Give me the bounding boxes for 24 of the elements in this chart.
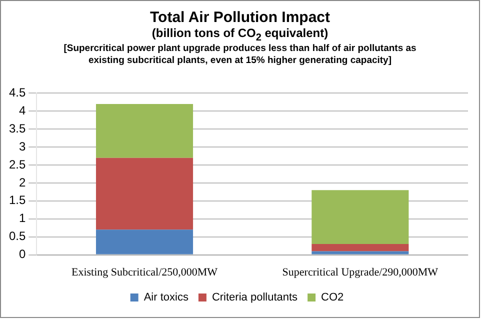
y-tick-label: 1.5 xyxy=(8,193,26,208)
bar xyxy=(312,251,409,254)
y-tick-label: 3.5 xyxy=(8,121,26,136)
legend-label: Criteria pollutants xyxy=(212,292,298,304)
x-tick-label: Supercritical Upgrade/290,000MW xyxy=(282,266,439,278)
y-tick-label: 4 xyxy=(18,103,26,118)
legend-label: Air toxics xyxy=(144,292,189,304)
chart-title: Total Air Pollution Impact xyxy=(149,9,331,26)
y-tick-label: 2.5 xyxy=(8,157,26,172)
legend-label: CO2 xyxy=(321,292,344,304)
bar xyxy=(312,244,409,252)
bar xyxy=(312,190,409,244)
bar xyxy=(96,104,194,158)
y-tick-label: 0 xyxy=(18,247,26,262)
y-tick-label: 3 xyxy=(18,139,26,154)
x-tick-label: Existing Subcritical/250,000MW xyxy=(71,266,218,278)
y-tick-label: 4.5 xyxy=(8,86,26,100)
y-tick-label: 0.5 xyxy=(8,229,26,244)
chart-subtitle: (billion tons of CO$_{2}$ equivalent) xyxy=(150,26,330,44)
bar xyxy=(96,158,194,230)
text: [Supercritical power plant upgrade produces less than half of air pollutants as existing subcritical plants, even at 15% higher generating capacity] xyxy=(62,43,418,68)
bar xyxy=(96,230,194,254)
y-tick-label: 1 xyxy=(18,211,26,226)
y-tick-label: 2 xyxy=(18,175,26,190)
